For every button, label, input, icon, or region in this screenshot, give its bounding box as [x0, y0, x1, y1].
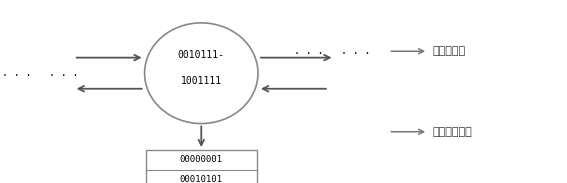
Text: 段内码链表: 段内码链表 [432, 46, 465, 56]
Ellipse shape [145, 23, 258, 124]
Text: . . .   . . .: . . . . . . [2, 68, 78, 78]
Text: 规则索引数组: 规则索引数组 [432, 127, 472, 137]
Bar [146, 150, 256, 183]
Text: 00000001: 00000001 [180, 155, 223, 164]
Text: 00010101: 00010101 [180, 175, 223, 183]
Text: 1001111: 1001111 [181, 76, 222, 85]
Text: 0010111-: 0010111- [178, 50, 225, 60]
Text: . . .   . . .: . . . . . . [294, 46, 370, 56]
